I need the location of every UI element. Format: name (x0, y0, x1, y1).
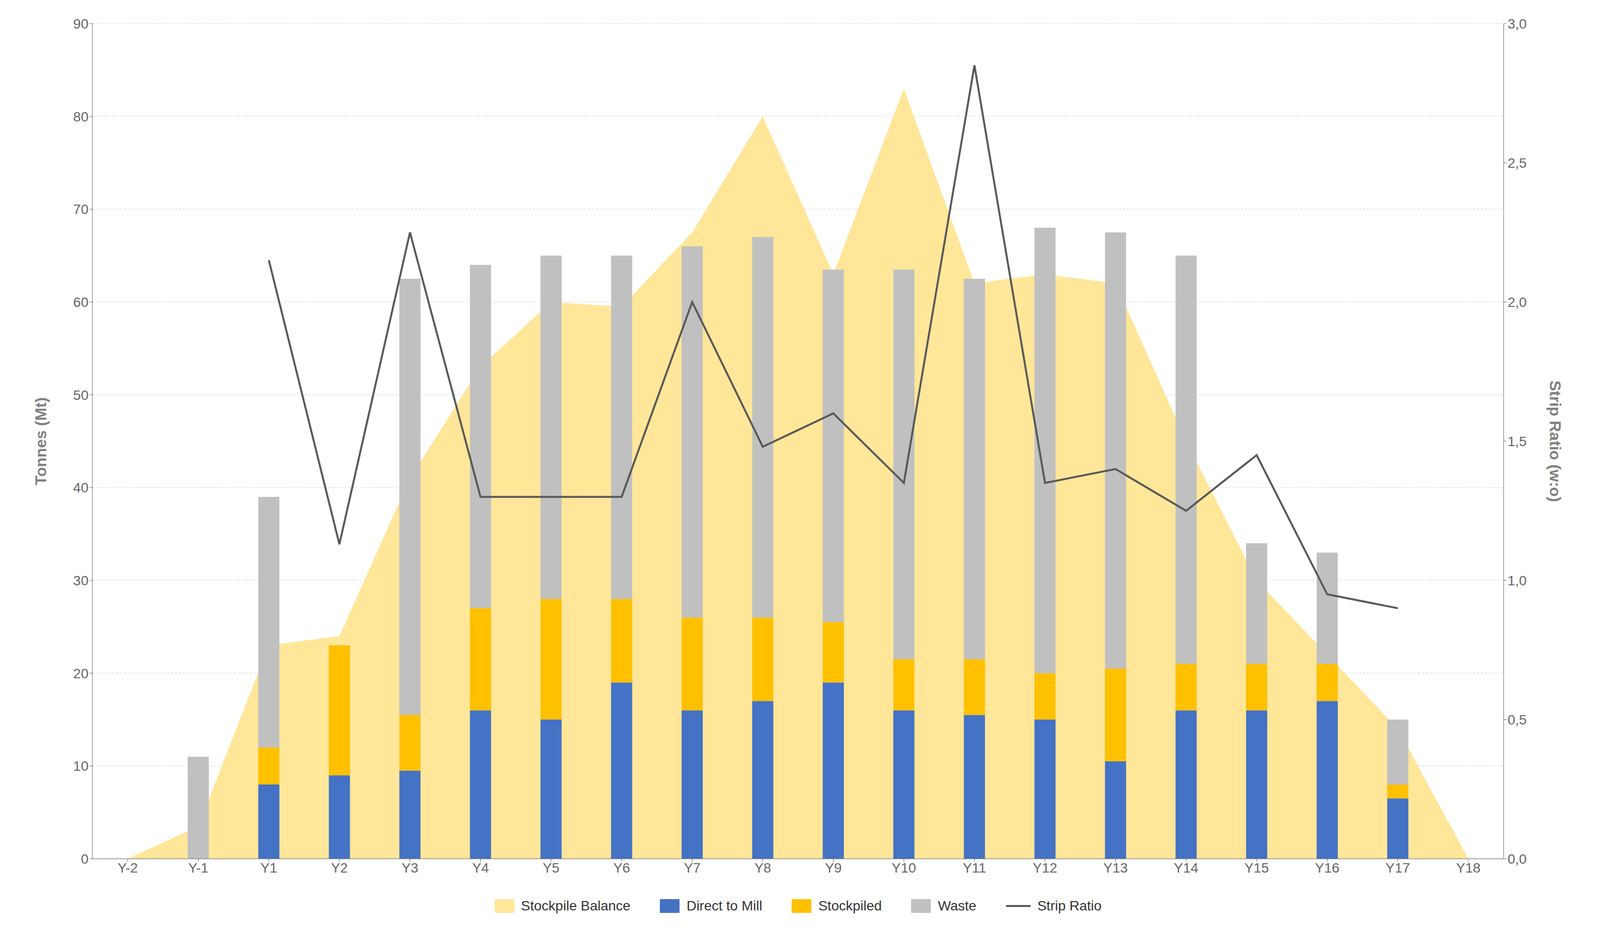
svg-text:Y8: Y8 (754, 859, 771, 876)
html-text:Waste: Waste (937, 897, 977, 914)
svg-text:Y1: Y1 (260, 859, 278, 876)
svg-text:3,0: 3,0 (1507, 16, 1527, 32)
svg-text:0,5: 0,5 (1507, 711, 1527, 728)
svg-text:Y5: Y5 (542, 859, 560, 876)
html-text:Stockpiled: Stockpiled (818, 897, 882, 914)
svg-text:1,5: 1,5 (1507, 433, 1527, 449)
svg-text:50: 50 (73, 387, 89, 403)
svg-text:2,5: 2,5 (1507, 155, 1527, 171)
svg-text:80: 80 (73, 109, 89, 125)
html-text:Direct to Mill: Direct to Mill (686, 897, 763, 914)
svg-text:90: 90 (73, 16, 89, 32)
svg-text:10: 10 (73, 758, 89, 774)
svg-text:Tonnes (Mt): Tonnes (Mt) (31, 397, 50, 486)
svg-text:Strip Ratio (w:o): Strip Ratio (w:o) (1546, 380, 1565, 502)
svg-text:Y4: Y4 (472, 859, 489, 876)
svg-text:Y3: Y3 (401, 859, 419, 876)
svg-text:Y6: Y6 (613, 859, 630, 876)
svg-text:Y16: Y16 (1314, 859, 1340, 876)
svg-text:60: 60 (73, 294, 89, 310)
svg-text:Y-2: Y-2 (117, 859, 138, 876)
svg-text:Y7: Y7 (683, 859, 701, 876)
svg-text:40: 40 (73, 479, 89, 496)
svg-text:Y2: Y2 (330, 859, 348, 876)
html-text:Stockpile Balance: Stockpile Balance (521, 897, 631, 914)
svg-text:0,0: 0,0 (1507, 851, 1527, 867)
svg-text:0: 0 (80, 851, 89, 867)
svg-text:2,0: 2,0 (1507, 294, 1527, 310)
svg-text:Y17: Y17 (1385, 859, 1411, 876)
svg-text:Y14: Y14 (1173, 859, 1199, 876)
svg-text:20: 20 (73, 665, 89, 682)
svg-text:Y15: Y15 (1244, 859, 1270, 876)
svg-text:Y13: Y13 (1103, 859, 1128, 876)
svg-text:70: 70 (73, 201, 89, 217)
svg-text:Y10: Y10 (891, 859, 917, 876)
svg-text:Y9: Y9 (825, 859, 842, 876)
svg-text:1,0: 1,0 (1507, 572, 1527, 589)
svg-text:30: 30 (73, 572, 89, 589)
svg-text:Y12: Y12 (1032, 859, 1058, 876)
svg-text:Y11: Y11 (962, 859, 987, 876)
svg-text:Y18: Y18 (1455, 859, 1481, 876)
html-text:Strip Ratio: Strip Ratio (1037, 897, 1102, 914)
svg-text:Y-1: Y-1 (188, 859, 209, 876)
